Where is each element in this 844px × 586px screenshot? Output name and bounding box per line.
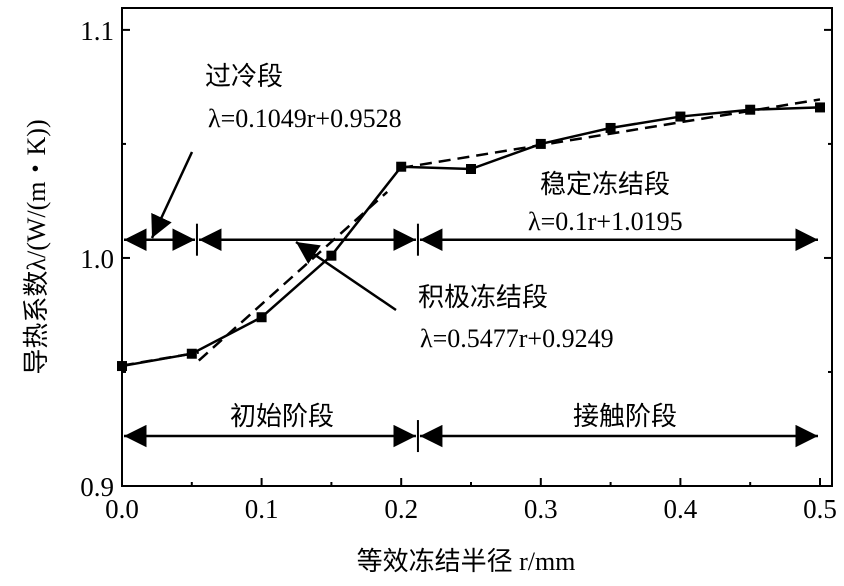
fit-label-3-name: 稳定冻结段 xyxy=(540,170,670,199)
fit-label-2-eq: λ=0.5477r+0.9249 xyxy=(420,324,614,353)
data-point xyxy=(326,250,337,261)
data-point xyxy=(465,164,476,175)
x-tick-label: 0.4 xyxy=(664,494,698,524)
data-point xyxy=(814,102,825,113)
fit-label-3-eq: λ=0.1r+1.0195 xyxy=(528,207,683,236)
data-point xyxy=(396,161,407,172)
data-point xyxy=(256,312,267,323)
x-axis-label: 等效冻结半径 r/mm xyxy=(357,547,576,576)
pointer-arrow-2 xyxy=(295,240,397,312)
y-tick-label: 1.1 xyxy=(80,16,114,46)
data-point xyxy=(605,122,616,133)
data-point xyxy=(745,104,756,115)
data-point xyxy=(117,361,127,372)
data-point xyxy=(675,111,686,122)
fit-label-1-eq: λ=0.1049r+0.9528 xyxy=(208,104,402,133)
x-tick-label: 0.2 xyxy=(384,494,418,524)
data-point xyxy=(186,348,197,359)
pointer-arrow-1 xyxy=(150,151,194,239)
data-point xyxy=(535,138,546,149)
fit-label-2-name: 积极冻结段 xyxy=(418,283,548,312)
x-tick-label: 0.5 xyxy=(803,494,837,524)
y-axis-label: 导热系数λ/(W/(m・K)) xyxy=(22,119,51,374)
y-tick-label: 0.9 xyxy=(80,472,114,502)
y-tick-label: 1.0 xyxy=(80,244,114,274)
x-tick-label: 0.3 xyxy=(524,494,558,524)
stage-label-contact: 接触阶段 xyxy=(573,402,677,431)
x-tick-label: 0.0 xyxy=(105,494,139,524)
x-tick-label: 0.1 xyxy=(245,494,279,524)
stage-label-initial: 初始阶段 xyxy=(230,402,334,431)
fit-label-1-name: 过冷段 xyxy=(205,62,283,91)
plot-frame xyxy=(121,7,833,487)
